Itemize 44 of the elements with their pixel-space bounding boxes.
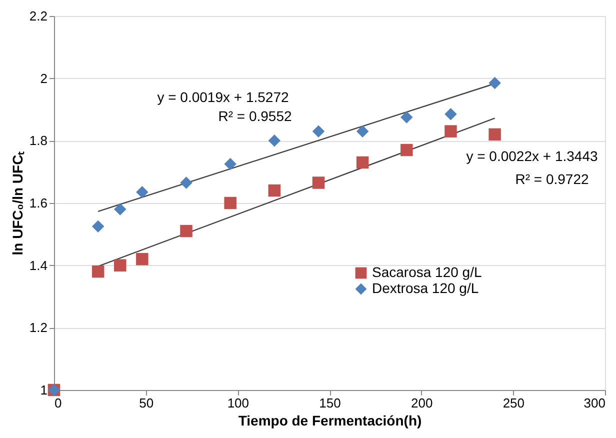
point (136, 252, 148, 266)
annotation: y = 0.0019x + 1.5272 (157, 89, 289, 105)
x-tick-label: 100 (227, 396, 250, 410)
y-tick-label: 2.2 (29, 8, 48, 24)
legend-label: Sacarosa 120 g/L (372, 264, 482, 280)
y-tick-label: 1 (40, 382, 48, 398)
point (180, 176, 192, 189)
point (268, 134, 281, 147)
y-axis-title: ln UFC₀/ln UFCₜ (9, 150, 26, 256)
annotation: R² = 0.9722 (515, 171, 589, 187)
point (268, 184, 281, 197)
x-tick-label: 200 (410, 396, 433, 410)
point (224, 158, 236, 170)
y-tick-label: 1.8 (29, 133, 48, 148)
x-tick-label: 150 (319, 396, 341, 410)
point (312, 176, 325, 189)
annotation: y = 0.0022x + 1.3443 (466, 148, 598, 164)
point (180, 224, 192, 238)
x-tick-label: 0 (54, 396, 62, 410)
annotation: R² = 0.9552 (218, 108, 292, 124)
x-tick-label: 50 (139, 396, 154, 410)
point (92, 220, 104, 232)
x-tick-label: 300 (584, 396, 606, 410)
point (356, 125, 369, 138)
point (114, 203, 126, 216)
point (312, 125, 325, 138)
point (400, 111, 413, 124)
x-tick-label: 250 (502, 396, 525, 410)
point (488, 128, 501, 141)
y-tick-label: 1.4 (29, 258, 48, 273)
y-tick-label: 1.2 (29, 320, 48, 336)
point (488, 76, 501, 90)
point (444, 108, 457, 120)
point (356, 156, 369, 169)
legend-label: Dextrosa 120 g/L (372, 280, 479, 296)
point (136, 186, 148, 198)
point (224, 196, 236, 210)
point (92, 265, 104, 278)
point (114, 259, 126, 272)
x-axis-title: Tiempo de Fermentación(h) (238, 412, 422, 428)
point (444, 125, 457, 138)
point (400, 144, 413, 156)
y-tick-label: 2 (40, 70, 48, 86)
y-tick-label: 1.6 (29, 196, 48, 210)
